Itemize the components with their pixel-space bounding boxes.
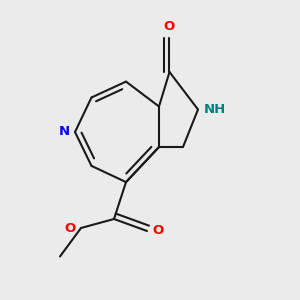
Text: N: N: [58, 125, 70, 139]
Text: NH: NH: [203, 103, 226, 116]
Text: O: O: [164, 20, 175, 33]
Text: O: O: [64, 221, 76, 235]
Text: O: O: [152, 224, 164, 238]
